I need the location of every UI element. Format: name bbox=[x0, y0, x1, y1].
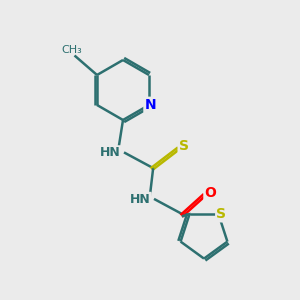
Text: CH₃: CH₃ bbox=[62, 45, 82, 55]
Text: HN: HN bbox=[130, 193, 151, 206]
Text: HN: HN bbox=[100, 146, 121, 160]
Text: S: S bbox=[217, 207, 226, 221]
Text: O: O bbox=[205, 187, 217, 200]
Text: S: S bbox=[179, 140, 189, 153]
Text: N: N bbox=[145, 98, 156, 112]
